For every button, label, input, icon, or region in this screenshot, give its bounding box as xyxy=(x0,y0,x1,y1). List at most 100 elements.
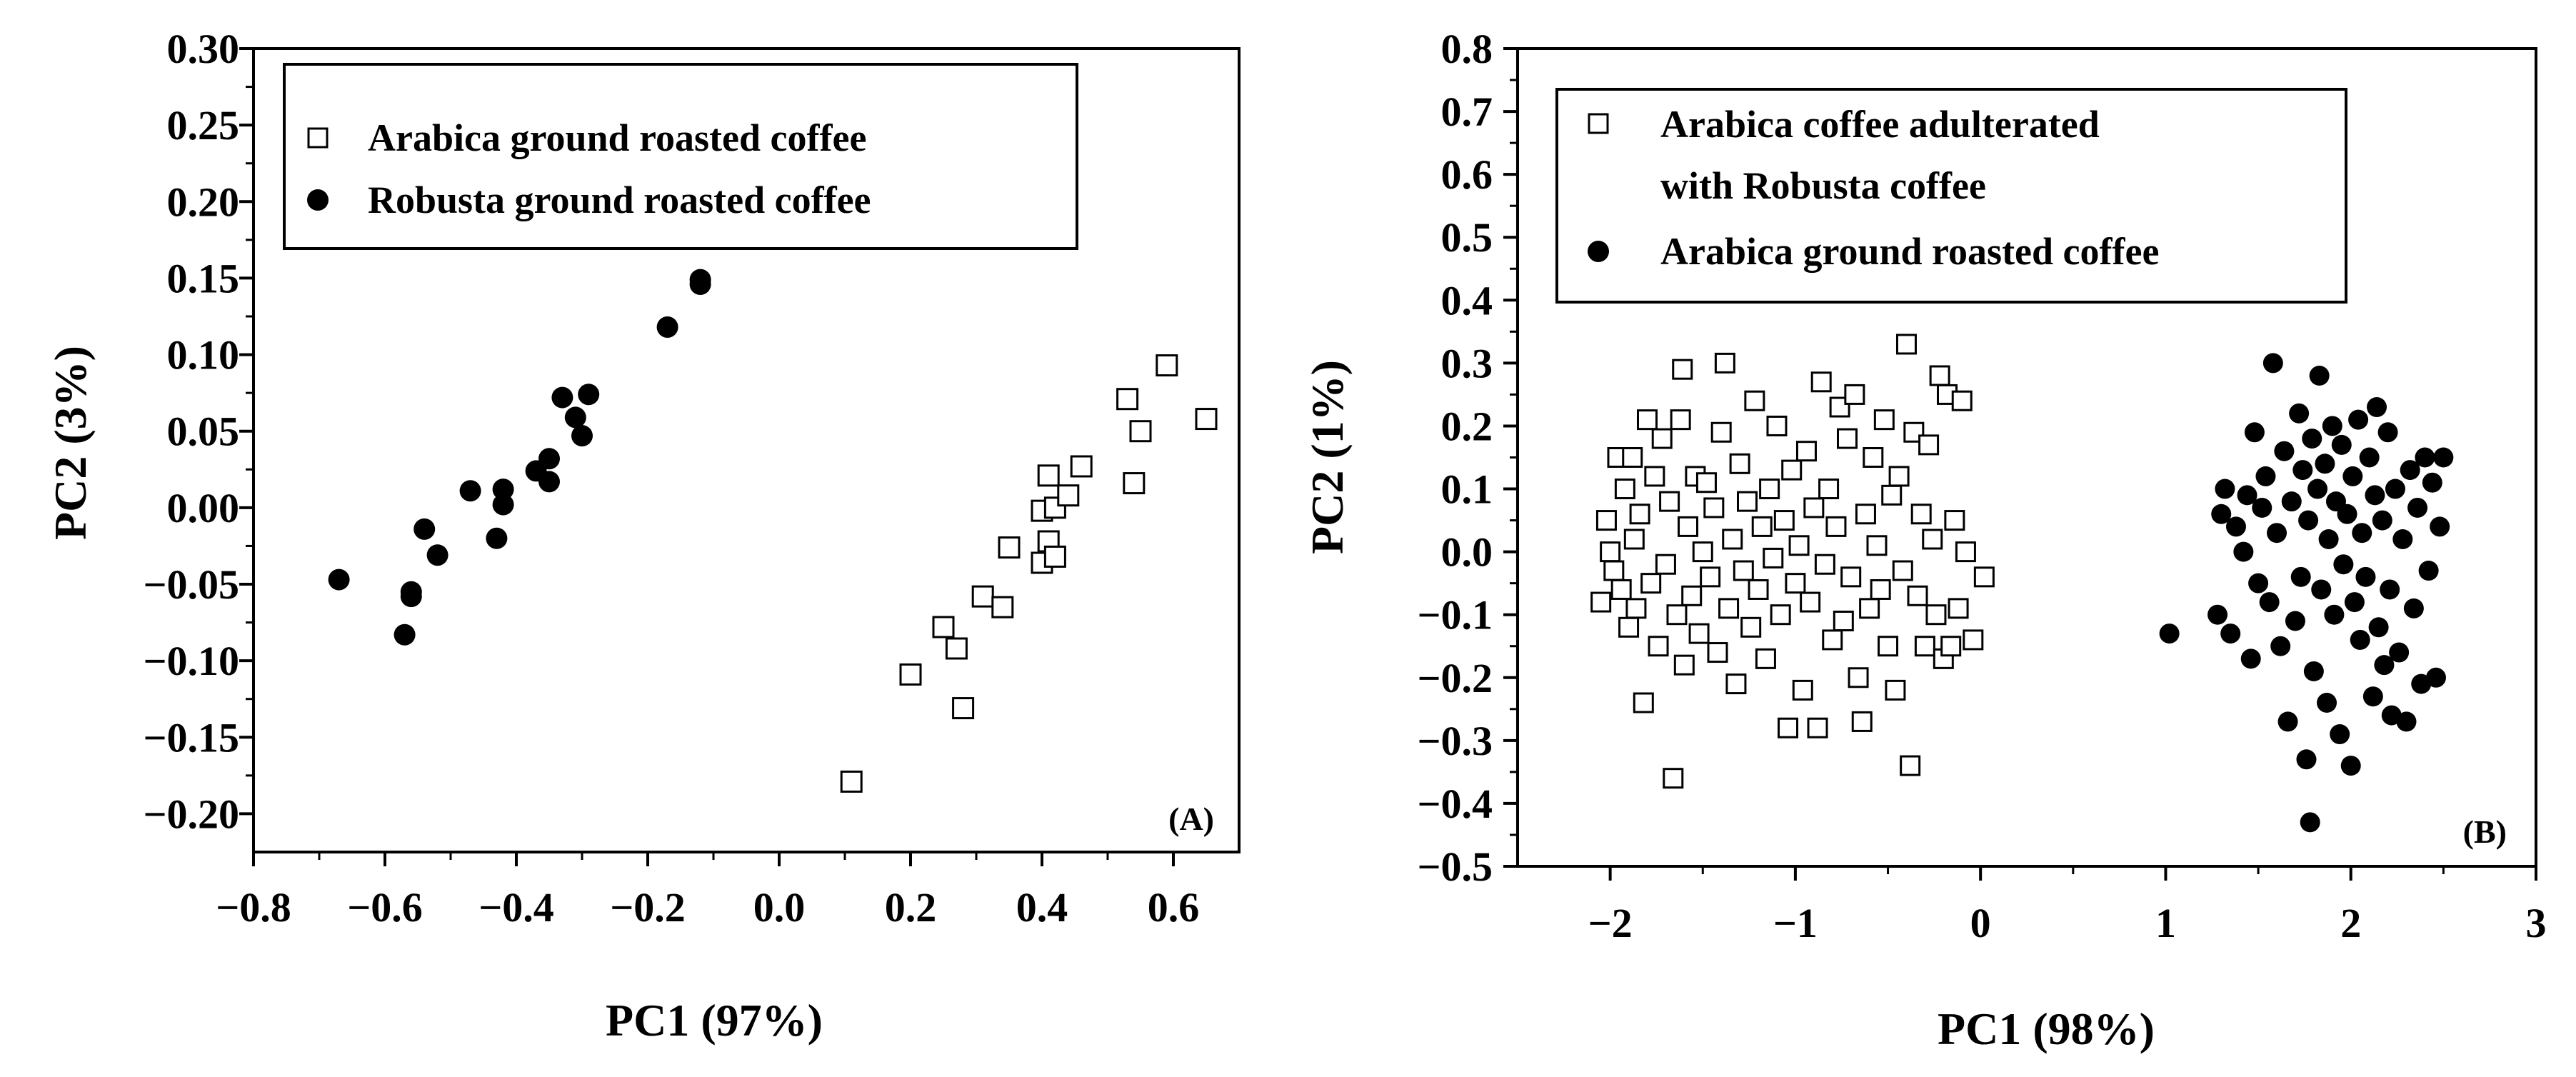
panel-b-series-1-point xyxy=(1673,654,1695,676)
panel-b-series-1-point xyxy=(1792,679,1813,701)
panel-a-x-tick-label: 0.2 xyxy=(885,884,937,931)
panel-b-series-2-point xyxy=(2372,510,2392,531)
panel-b-series-1-point xyxy=(1829,396,1850,418)
panel-b-y-tick-label: −0.4 xyxy=(1417,781,1493,827)
panel-b-x-tick-label: −1 xyxy=(1773,900,1818,946)
panel-b-series-2-point xyxy=(2396,711,2417,732)
panel-a-y-tick-label: 0.00 xyxy=(167,485,240,531)
panel-a-y-tick-label: 0.30 xyxy=(167,26,240,72)
panel-b-series-1-point xyxy=(1703,497,1725,519)
panel-b-series-1-point xyxy=(1929,365,1950,386)
panel-a-y-axis-label: PC2 (3%) xyxy=(45,346,96,540)
panel-a-series-2-point xyxy=(492,494,514,516)
panel-b-series-2-point xyxy=(2433,447,2454,468)
panel-b-series-1-point xyxy=(1663,768,1684,789)
panel-b-series-2-point xyxy=(2274,441,2295,461)
panel-b-series-2-point xyxy=(2252,497,2272,518)
panel-b-series-2-point xyxy=(2403,598,2424,618)
panel-b-series-1-point xyxy=(1918,434,1940,456)
panel-b-plot-frame xyxy=(1516,47,2537,868)
panel-b-series-1-point xyxy=(1881,484,1903,506)
panel-b-series-1-point xyxy=(1863,447,1884,468)
panel-a-series-1-point xyxy=(971,585,994,608)
panel-a-series-1-point xyxy=(1116,388,1139,411)
panel-b-series-1-point xyxy=(1766,415,1788,436)
panel-b-series-2-point xyxy=(2430,516,2450,537)
panel-a-series-1-point xyxy=(1129,420,1152,443)
panel-b-series-1-point xyxy=(1925,604,1947,626)
panel-b-series-2-point xyxy=(2342,466,2363,486)
panel-b-series-1-point xyxy=(1795,441,1817,462)
panel-b-series-1-point xyxy=(1781,459,1803,481)
panel-b-series-1-point xyxy=(1818,479,1840,500)
panel-a-x-tick-label: 0.4 xyxy=(1016,884,1068,931)
panel-b-series-1-point xyxy=(1859,598,1880,619)
panel-b-x-tick-label: 3 xyxy=(2526,900,2547,946)
panel-b-data-marks xyxy=(1590,334,2454,833)
panel-b-series-2-point xyxy=(2309,366,2330,386)
panel-b-series-2-point xyxy=(2270,636,2291,656)
panel-b-y-tick-label: 0.1 xyxy=(1441,466,1493,513)
panel-b-series-2-point xyxy=(2289,403,2310,424)
panel-b-series-1-point xyxy=(1892,560,1913,581)
panel-b-series-1-point xyxy=(1633,692,1654,713)
panel-a-series-2-point xyxy=(538,448,560,470)
panel-b-series-1-point xyxy=(1695,472,1717,494)
panel-b-series-2-point xyxy=(2303,661,2324,681)
panel-a: −0.8 −0.6 −0.4 −0.2 0.0 0.2 0.4 0.6 −0.20 −0.15 −0… xyxy=(45,26,1241,1046)
panel-b-series-1-point xyxy=(1670,409,1691,431)
panel-b-legend-label-1-line-1: Arabica coffee adulterated xyxy=(1660,103,2100,146)
panel-b-series-2-point xyxy=(2307,479,2328,499)
panel-b-series-1-point xyxy=(1744,390,1765,411)
panel-a-legend-label-1: Arabica ground roasted coffee xyxy=(368,116,866,159)
panel-b-y-tick-label: 0.7 xyxy=(1441,89,1493,135)
panel-b-series-1-point xyxy=(1773,510,1795,531)
panel-b-x-tick-label: 1 xyxy=(2155,900,2176,946)
panel-b-series-2-point xyxy=(2365,485,2385,506)
panel-b-series-2-point xyxy=(2348,409,2369,430)
panel-b-series-2-point xyxy=(2392,529,2413,549)
panel-a-data-marks xyxy=(328,269,1218,793)
panel-b-series-1-point xyxy=(1629,504,1650,525)
panel-b-series-2-point xyxy=(2237,485,2257,506)
panel-b-series-1-point xyxy=(1840,566,1862,588)
panel-b-series-1-point xyxy=(1955,541,1976,563)
panel-b-series-2-point xyxy=(2248,573,2269,593)
panel-b-series-1-point xyxy=(1603,560,1625,581)
panel-a-y-tick-label: −0.15 xyxy=(143,714,239,761)
panel-a-x-axis-label: PC1 (97%) xyxy=(606,995,823,1046)
panel-b-series-2-point xyxy=(2415,447,2435,468)
panel-b-legend-label-2: Arabica ground roasted coffee xyxy=(1660,230,2159,273)
panel-b-series-2-point xyxy=(2344,592,2365,613)
panel-b-series-2-point xyxy=(2233,541,2254,562)
panel-a-plot-frame xyxy=(252,47,1241,853)
panel-a-series-2-point xyxy=(328,568,350,591)
panel-b-series-1-point xyxy=(1733,560,1754,581)
panel-b-series-1-point xyxy=(1910,504,1932,525)
panel-a-series-2-point xyxy=(492,479,514,501)
panel-b-legend-open-square-icon xyxy=(1588,113,1609,134)
panel-a-x-tick-label: −0.8 xyxy=(216,884,291,931)
panel-a-y-tick-label: 0.10 xyxy=(167,332,240,379)
panel-b-series-2-point xyxy=(2380,579,2400,600)
panel-b-series-1-point xyxy=(1740,616,1762,638)
panel-a-series-1-point xyxy=(1195,408,1218,431)
panel-a-series-1-point xyxy=(991,596,1014,618)
panel-b-series-1-point xyxy=(1725,673,1747,695)
panel-b-series-2-point xyxy=(2337,504,2357,524)
panel-a-series-2-point xyxy=(689,269,711,291)
panel-b-series-1-point xyxy=(1707,642,1728,663)
panel-b-series-1-point xyxy=(1672,359,1693,380)
panel-a-legend-label-2: Robusta ground roasted coffee xyxy=(368,179,871,221)
panel-b-series-1-point xyxy=(1807,717,1828,738)
panel-a-x-tick-label: −0.2 xyxy=(610,884,686,931)
panel-a-x-tick-label: 0.0 xyxy=(753,884,806,931)
panel-a-series-2-point xyxy=(486,527,508,549)
panel-b-series-2-point xyxy=(2374,655,2395,676)
panel-b-series-1-point xyxy=(1640,573,1662,594)
panel-a-y-tick-label: 0.05 xyxy=(167,409,240,455)
panel-b-series-1-point xyxy=(1878,636,1899,657)
panel-b-y-tick-label: 0.2 xyxy=(1441,403,1493,449)
panel-b-series-2-point xyxy=(2302,429,2322,449)
panel-b-series-1-point xyxy=(1622,447,1643,468)
